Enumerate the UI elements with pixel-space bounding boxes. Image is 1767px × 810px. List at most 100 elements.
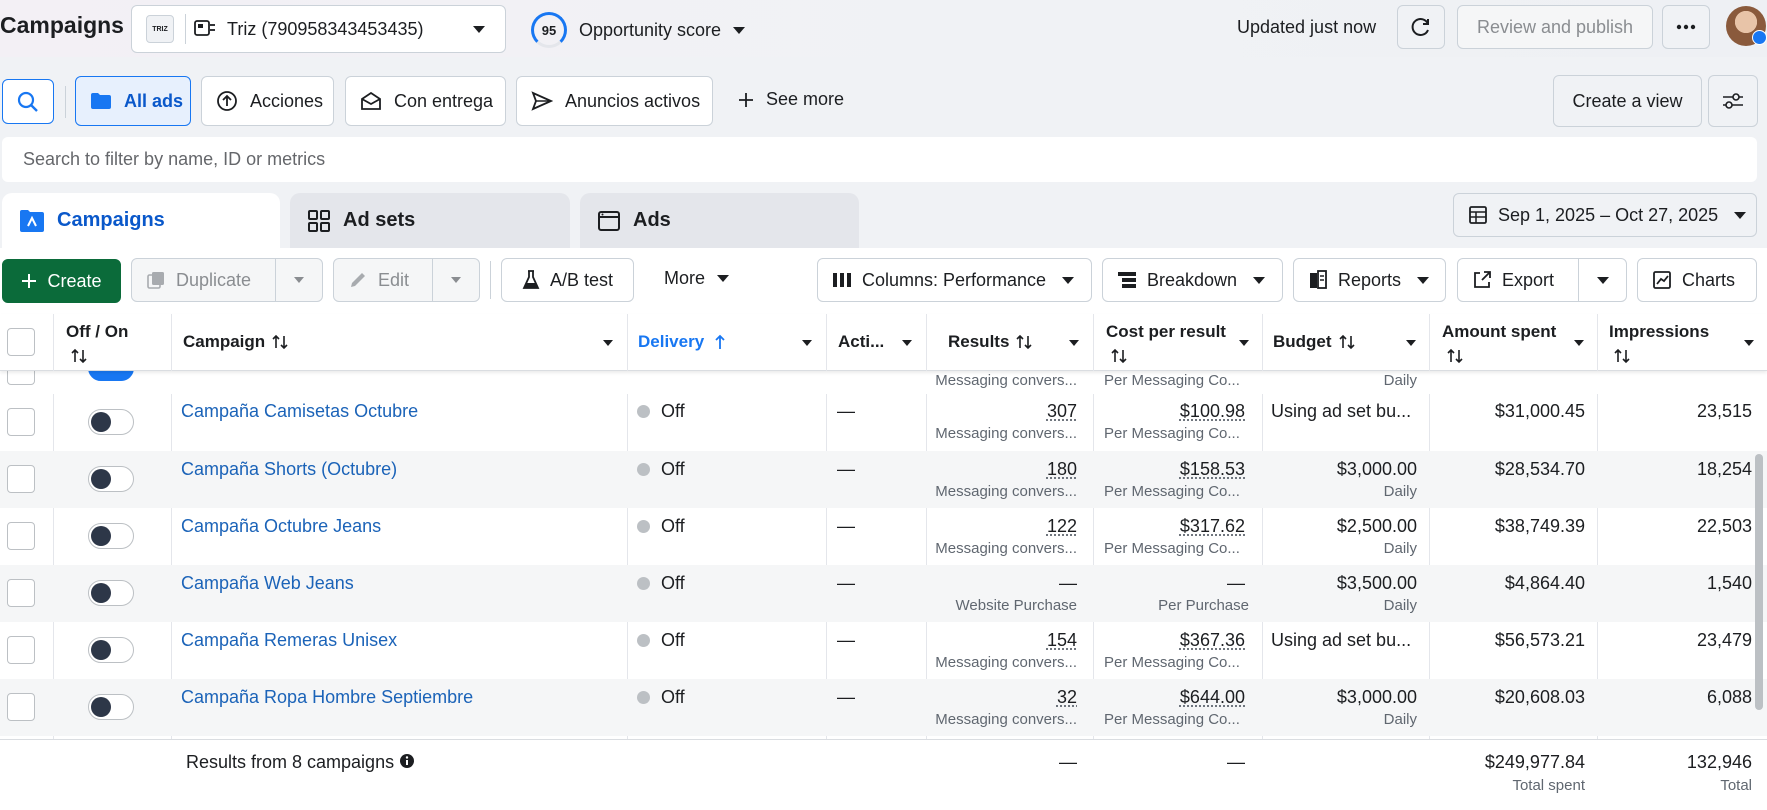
chevron-down-icon[interactable] — [1574, 340, 1584, 346]
chevron-down-icon[interactable] — [1069, 340, 1079, 346]
chevron-down-icon[interactable] — [902, 340, 912, 346]
table-row[interactable]: Campaña Camisetas Octubre Off — 307 Mess… — [0, 394, 1767, 451]
table-row-partial: Messaging convers... Per Messaging Co...… — [0, 371, 1767, 394]
campaign-name-link[interactable]: Campaña Shorts (Octubre) — [181, 459, 397, 480]
duplicate-button[interactable]: Duplicate — [131, 258, 276, 302]
row-checkbox[interactable] — [7, 579, 35, 607]
sort-icon[interactable] — [1015, 334, 1033, 350]
sort-icon[interactable] — [1613, 348, 1631, 364]
table-header: Off / On Campaign Delivery Acti... Resul… — [0, 314, 1767, 371]
opportunity-score[interactable]: 95 Opportunity score — [531, 12, 745, 48]
on-off-toggle[interactable] — [88, 466, 134, 492]
charts-button[interactable]: Charts — [1637, 258, 1757, 302]
header-cost-per-result[interactable]: Cost per result — [1106, 322, 1226, 342]
business-account-icon — [194, 19, 216, 37]
sort-ascending-icon[interactable] — [714, 334, 726, 350]
chevron-down-icon[interactable] — [1744, 340, 1754, 346]
cost-value[interactable]: $158.53 — [1180, 459, 1245, 480]
date-range-picker[interactable]: Sep 1, 2025 – Oct 27, 2025 — [1453, 193, 1757, 237]
columns-button[interactable]: Columns: Performance — [817, 258, 1092, 302]
on-off-toggle[interactable] — [88, 637, 134, 663]
table-row[interactable]: Campaña Shorts (Octubre) Off — 180 Messa… — [0, 451, 1767, 508]
review-publish-button[interactable]: Review and publish — [1457, 5, 1653, 49]
see-more-button[interactable]: See more — [738, 89, 844, 110]
create-view-button[interactable]: Create a view — [1553, 75, 1702, 127]
info-icon[interactable] — [399, 753, 415, 769]
results-value[interactable]: 32 — [1057, 687, 1077, 708]
delivery-status-dot — [637, 634, 650, 647]
chevron-down-icon[interactable] — [1406, 340, 1416, 346]
on-off-toggle[interactable] — [88, 409, 134, 435]
campaign-name-link[interactable]: Campaña Web Jeans — [181, 573, 354, 594]
campaign-name-link[interactable]: Campaña Ropa Hombre Septiembre — [181, 687, 473, 708]
results-value[interactable]: 122 — [1047, 516, 1077, 537]
sort-icon[interactable] — [271, 334, 289, 350]
header-delivery[interactable]: Delivery — [638, 332, 704, 352]
header-amount-spent[interactable]: Amount spent — [1442, 322, 1556, 342]
campaign-name-link[interactable]: Campaña Octubre Jeans — [181, 516, 381, 537]
cost-value[interactable]: $317.62 — [1180, 516, 1245, 537]
view-settings-button[interactable] — [1708, 75, 1758, 127]
cost-value[interactable]: $100.98 — [1180, 401, 1245, 422]
header-campaign[interactable]: Campaign — [183, 332, 265, 352]
on-off-toggle[interactable] — [88, 523, 134, 549]
row-checkbox[interactable] — [7, 636, 35, 664]
cost-value[interactable]: $367.36 — [1180, 630, 1245, 651]
table-row[interactable]: Campaña Ropa Hombre Septiembre Off — 32 … — [0, 679, 1767, 736]
tab-campaigns[interactable]: Campaigns — [2, 193, 280, 248]
create-button[interactable]: Create — [2, 259, 121, 303]
more-options-button[interactable] — [1662, 5, 1710, 49]
breakdown-button[interactable]: Breakdown — [1102, 258, 1283, 302]
plus-icon — [21, 273, 37, 289]
sort-icon[interactable] — [1338, 334, 1356, 350]
search-button[interactable] — [2, 79, 54, 124]
chevron-down-icon — [717, 275, 729, 282]
ab-test-button[interactable]: A/B test — [501, 258, 634, 302]
row-checkbox[interactable] — [7, 693, 35, 721]
row-checkbox[interactable] — [7, 465, 35, 493]
sort-icon[interactable] — [1110, 348, 1128, 364]
header-budget[interactable]: Budget — [1273, 332, 1332, 352]
cost-value[interactable]: $644.00 — [1180, 687, 1245, 708]
export-button[interactable]: Export — [1457, 258, 1579, 302]
duplicate-dropdown[interactable] — [275, 258, 323, 302]
header-impressions[interactable]: Impressions — [1609, 322, 1709, 342]
view-all-ads[interactable]: All ads — [75, 76, 191, 126]
edit-button[interactable]: Edit — [333, 258, 433, 302]
chevron-down-icon[interactable] — [1239, 340, 1249, 346]
tab-ad-sets[interactable]: Ad sets — [290, 193, 570, 248]
row-checkbox[interactable] — [7, 522, 35, 550]
table-row[interactable]: Campaña Octubre Jeans Off — 122 Messagin… — [0, 508, 1767, 565]
view-con-entrega[interactable]: Con entrega — [345, 76, 506, 126]
view-acciones[interactable]: Acciones — [201, 76, 334, 126]
account-selector[interactable]: TRIZ Triz (790958343453435) — [131, 5, 506, 53]
refresh-button[interactable] — [1397, 5, 1445, 49]
on-off-toggle[interactable] — [88, 694, 134, 720]
sort-icon[interactable] — [1446, 348, 1464, 364]
select-all-checkbox[interactable] — [7, 328, 35, 356]
results-value[interactable]: 307 — [1047, 401, 1077, 422]
header-actions[interactable]: Acti... — [838, 332, 884, 352]
campaign-name-link[interactable]: Campaña Remeras Unisex — [181, 630, 397, 651]
row-checkbox[interactable] — [7, 408, 35, 436]
more-actions-button[interactable]: More — [664, 268, 729, 289]
export-dropdown[interactable] — [1578, 258, 1627, 302]
edit-dropdown[interactable] — [432, 258, 480, 302]
results-value[interactable]: 180 — [1047, 459, 1077, 480]
search-input[interactable] — [2, 137, 1757, 182]
table-row[interactable]: Campaña Remeras Unisex Off — 154 Messagi… — [0, 622, 1767, 679]
header-off-on[interactable]: Off / On — [66, 322, 128, 342]
on-off-toggle[interactable] — [88, 580, 134, 606]
results-value[interactable]: 154 — [1047, 630, 1077, 651]
sort-icon[interactable] — [70, 348, 88, 364]
chevron-down-icon[interactable] — [802, 340, 812, 346]
chevron-down-icon[interactable] — [603, 340, 613, 346]
reports-button[interactable]: Reports — [1293, 258, 1446, 302]
campaign-name-link[interactable]: Campaña Camisetas Octubre — [181, 401, 418, 422]
breakdown-label: Breakdown — [1147, 270, 1237, 291]
table-row[interactable]: Campaña Web Jeans Off — — Website Purcha… — [0, 565, 1767, 622]
view-anuncios-activos[interactable]: Anuncios activos — [516, 76, 713, 126]
tab-ads[interactable]: Ads — [580, 193, 859, 248]
header-results[interactable]: Results — [948, 332, 1009, 352]
vertical-scrollbar[interactable] — [1755, 454, 1763, 710]
